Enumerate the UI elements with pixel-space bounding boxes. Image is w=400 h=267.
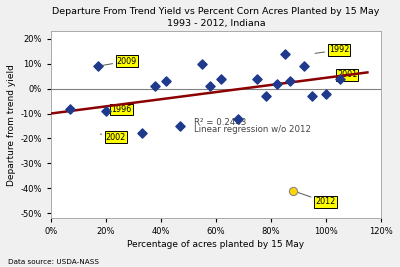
Text: 1996: 1996: [106, 105, 132, 114]
Point: [323, 92, 329, 96]
Point: [254, 77, 260, 81]
Point: [287, 79, 294, 83]
Point: [67, 107, 73, 111]
Point: [94, 64, 101, 68]
Text: Linear regression w/o 2012: Linear regression w/o 2012: [194, 125, 311, 134]
Point: [138, 131, 145, 136]
Text: 2001: 2001: [337, 70, 357, 79]
Point: [282, 52, 288, 56]
Point: [218, 77, 225, 81]
Point: [301, 64, 307, 68]
Text: 2002: 2002: [100, 133, 126, 142]
Text: 2012: 2012: [296, 192, 335, 206]
Point: [337, 77, 343, 81]
Point: [177, 124, 183, 128]
Point: [309, 94, 316, 98]
Point: [199, 62, 206, 66]
Y-axis label: Departure from trend yield: Departure from trend yield: [7, 64, 16, 186]
Point: [152, 84, 158, 88]
X-axis label: Percentage of acres planted by 15 May: Percentage of acres planted by 15 May: [128, 240, 304, 249]
Text: R² = 0.2443: R² = 0.2443: [194, 118, 246, 127]
Point: [207, 84, 214, 88]
Text: 2009: 2009: [100, 57, 137, 66]
Point: [262, 94, 269, 98]
Point: [273, 81, 280, 86]
Point: [103, 109, 109, 113]
Text: Data source: USDA-NASS: Data source: USDA-NASS: [8, 259, 99, 265]
Point: [163, 79, 170, 83]
Title: Departure From Trend Yield vs Percent Corn Acres Planted by 15 May
1993 - 2012, : Departure From Trend Yield vs Percent Co…: [52, 7, 380, 28]
Point: [235, 116, 241, 121]
Text: 1992: 1992: [315, 45, 349, 54]
Point: [290, 189, 296, 193]
